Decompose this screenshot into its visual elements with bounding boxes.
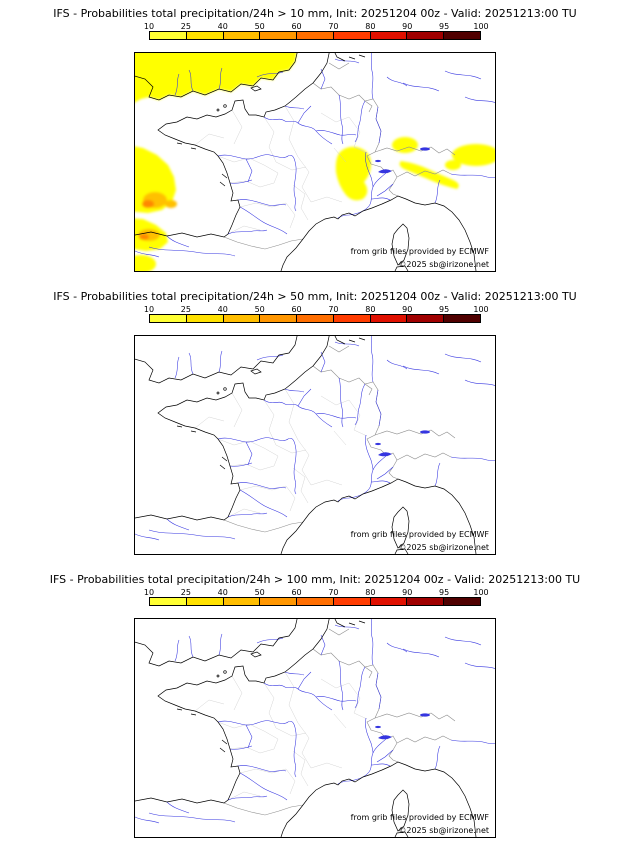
- colorbar-tick-labels: 10 25 40 50 60 70 80 90 95 100: [144, 305, 489, 314]
- colorbar-segment: [333, 315, 371, 322]
- colorbar-segment: [333, 598, 371, 605]
- panel-title: IFS - Probabilities total precipitation/…: [53, 7, 577, 20]
- panel-precip-gt-50mm: IFS - Probabilities total precipitation/…: [0, 290, 630, 566]
- colorbar-tick-label: 60: [291, 588, 302, 597]
- france-basemap: [135, 336, 495, 554]
- colorbar-tick-label: 90: [402, 588, 413, 597]
- colorbar-tick-label: 10: [143, 588, 155, 597]
- panel-precip-gt-10mm: IFS - Probabilities total precipitation/…: [0, 7, 630, 283]
- map-frame: from grib files provided by ECMWF ©2025 …: [134, 618, 496, 838]
- colorbar-segment: [186, 32, 224, 39]
- colorbar-segment: [370, 32, 408, 39]
- colorbar-tick-labels: 10 25 40 50 60 70 80 90 95 100: [144, 22, 489, 31]
- credit-copyright: ©2025 sb@irizone.net: [398, 826, 489, 835]
- panel-title: IFS - Probabilities total precipitation/…: [53, 290, 577, 303]
- credit-copyright: ©2025 sb@irizone.net: [398, 260, 489, 269]
- colorbar-tick-label: 50: [254, 588, 265, 597]
- precipitation-probability-map: [135, 619, 495, 837]
- colorbar-segment: [150, 32, 187, 39]
- precipitation-probability-map: [135, 336, 495, 554]
- panel-title: IFS - Probabilities total precipitation/…: [49, 573, 581, 586]
- precipitation-overlay: [135, 53, 495, 271]
- colorbar-tick-label: 100: [473, 588, 489, 597]
- colorbar-tick-label: 10: [143, 305, 155, 314]
- colorbar: [149, 31, 481, 40]
- colorbar-tick-label: 70: [328, 305, 339, 314]
- colorbar-tick-label: 90: [402, 22, 413, 31]
- colorbar-segment: [297, 598, 334, 605]
- map-frame: from grib files provided by ECMWF ©2025 …: [134, 335, 496, 555]
- credit-ecmwf: from grib files provided by ECMWF: [350, 530, 489, 539]
- colorbar-segment: [223, 32, 261, 39]
- colorbar-container: 10 25 40 50 60 70 80 90 95 100: [144, 588, 489, 606]
- colorbar-tick-label: 25: [180, 588, 191, 597]
- colorbar-tick-label: 95: [439, 305, 450, 314]
- colorbar-segment: [407, 315, 445, 322]
- colorbar-tick-label: 70: [328, 588, 339, 597]
- colorbar-tick-labels: 10 25 40 50 60 70 80 90 95 100: [144, 588, 489, 597]
- colorbar-segment: [297, 32, 334, 39]
- colorbar: [149, 314, 481, 323]
- colorbar-segment: [150, 315, 187, 322]
- colorbar-tick-label: 40: [217, 305, 228, 314]
- colorbar-segment: [150, 598, 187, 605]
- colorbar-tick-label: 100: [473, 305, 489, 314]
- colorbar-segment: [260, 315, 298, 322]
- colorbar-segment: [260, 598, 298, 605]
- colorbar: [149, 597, 481, 606]
- colorbar-segment: [444, 315, 481, 322]
- credit-ecmwf: from grib files provided by ECMWF: [350, 247, 489, 256]
- colorbar-tick-label: 25: [180, 305, 191, 314]
- colorbar-segment: [370, 315, 408, 322]
- colorbar-segment: [223, 598, 261, 605]
- colorbar-segment: [186, 315, 224, 322]
- colorbar-tick-label: 40: [217, 588, 228, 597]
- colorbar-segment: [407, 598, 445, 605]
- colorbar-tick-label: 70: [328, 22, 339, 31]
- colorbar-segment: [444, 32, 481, 39]
- colorbar-tick-label: 60: [291, 305, 302, 314]
- map-frame: from grib files provided by ECMWF ©2025 …: [134, 52, 496, 272]
- colorbar-segment: [260, 32, 298, 39]
- colorbar-segment: [444, 598, 481, 605]
- france-basemap: [135, 619, 495, 837]
- colorbar-tick-label: 90: [402, 305, 413, 314]
- colorbar-segment: [223, 315, 261, 322]
- colorbar-tick-label: 80: [365, 22, 376, 31]
- precipitation-probability-map: [135, 53, 495, 271]
- colorbar-segment: [370, 598, 408, 605]
- colorbar-tick-label: 80: [365, 305, 376, 314]
- colorbar-container: 10 25 40 50 60 70 80 90 95 100: [144, 305, 489, 323]
- colorbar-tick-label: 50: [254, 22, 265, 31]
- credit-ecmwf: from grib files provided by ECMWF: [350, 813, 489, 822]
- colorbar-tick-label: 80: [365, 588, 376, 597]
- colorbar-segment: [297, 315, 334, 322]
- colorbar-tick-label: 100: [473, 22, 489, 31]
- colorbar-tick-label: 25: [180, 22, 191, 31]
- colorbar-tick-label: 60: [291, 22, 302, 31]
- colorbar-segment: [407, 32, 445, 39]
- colorbar-tick-label: 95: [439, 22, 450, 31]
- colorbar-segment: [333, 32, 371, 39]
- colorbar-segment: [186, 598, 224, 605]
- panel-precip-gt-100mm: IFS - Probabilities total precipitation/…: [0, 573, 630, 849]
- colorbar-container: 10 25 40 50 60 70 80 90 95 100: [144, 22, 489, 40]
- colorbar-tick-label: 95: [439, 588, 450, 597]
- colorbar-tick-label: 40: [217, 22, 228, 31]
- credit-copyright: ©2025 sb@irizone.net: [398, 543, 489, 552]
- colorbar-tick-label: 50: [254, 305, 265, 314]
- colorbar-tick-label: 10: [143, 22, 155, 31]
